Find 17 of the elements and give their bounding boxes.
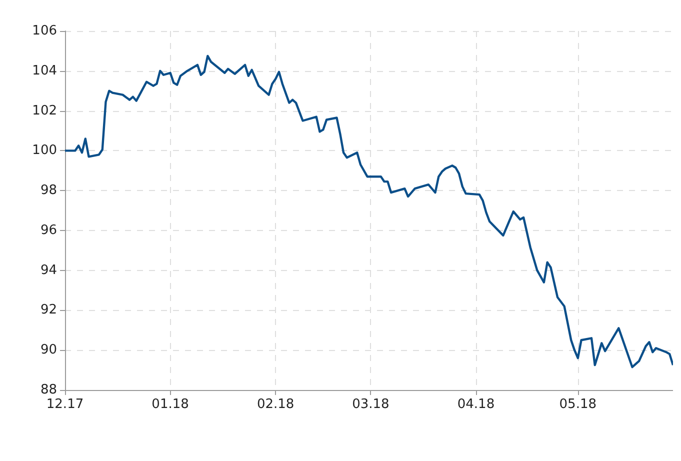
- y-tick-label: 94: [40, 262, 57, 278]
- x-tick-label: 02.18: [256, 397, 294, 412]
- x-tick-label: 01.18: [152, 397, 189, 412]
- y-tick-label: 88: [40, 382, 57, 398]
- y-tick-label: 92: [40, 302, 57, 318]
- x-tick-label: 03.18: [352, 397, 390, 412]
- y-tick-label: 100: [32, 143, 57, 158]
- x-tick-label: 12.17: [46, 397, 84, 412]
- x-tick-label: 05.18: [559, 397, 597, 412]
- y-tick-label: 102: [32, 103, 57, 118]
- y-tick-label: 106: [32, 24, 57, 38]
- line-series: [64, 54, 673, 368]
- y-tick-label: 90: [40, 342, 57, 358]
- x-tick-label: 04.18: [457, 397, 495, 412]
- y-tick-label: 104: [32, 63, 57, 78]
- y-tick-label: 98: [40, 183, 57, 198]
- y-tick-label: 96: [40, 222, 57, 238]
